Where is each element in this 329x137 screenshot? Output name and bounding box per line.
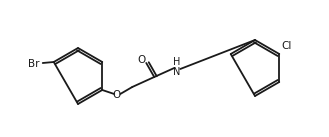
Text: H
N: H N	[173, 57, 180, 77]
Text: Br: Br	[28, 59, 40, 69]
Text: Cl: Cl	[281, 41, 291, 51]
Text: O: O	[112, 90, 120, 100]
Text: O: O	[137, 55, 145, 65]
